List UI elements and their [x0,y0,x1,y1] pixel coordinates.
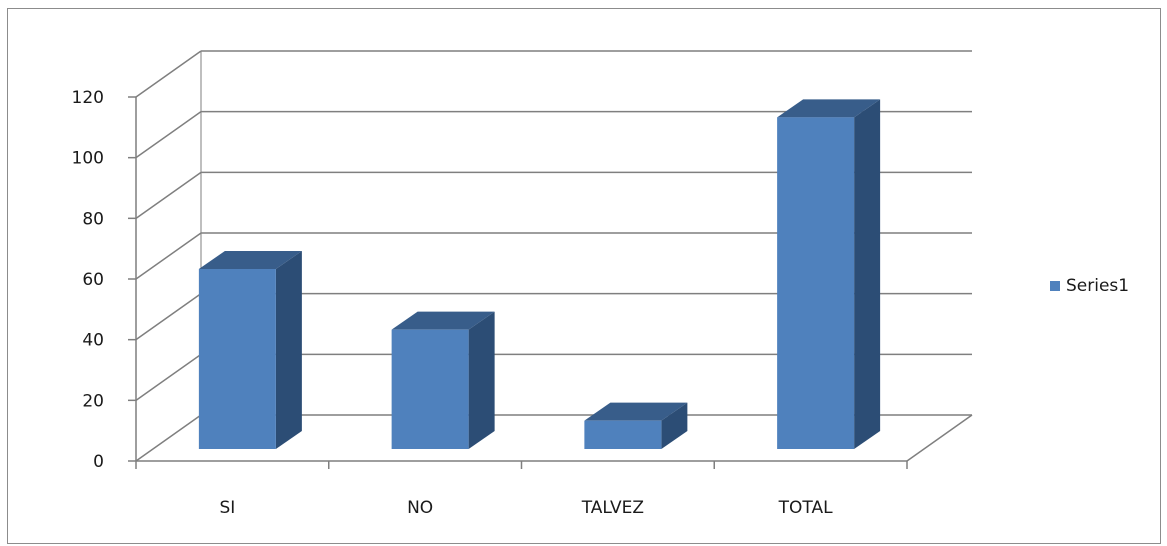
y-tick-label-0: 0 [93,452,104,472]
bar-TOTAL [777,117,855,449]
bar-top-SI [198,251,302,269]
side-gridline-40 [135,293,202,341]
x-tick-label-SI: SI [219,498,235,518]
x-tick-label-TOTAL: TOTAL [778,498,833,518]
bar-TALVEZ [584,420,662,449]
side-gridline-0 [135,414,202,462]
bar-SI [198,269,276,449]
side-gridline-80 [135,171,202,219]
legend-swatch [1050,281,1060,291]
bar-side-TOTAL [854,99,881,449]
y-tick-label-60: 60 [82,270,104,290]
side-gridline-20 [135,353,202,401]
bar-top-TOTAL [777,99,881,118]
y-tick-label-120: 120 [72,88,104,108]
y-tick-label-20: 20 [82,391,104,411]
bar-top-TALVEZ [584,402,688,421]
y-tick-label-100: 100 [72,149,104,169]
x-tick-label-NO: NO [407,498,433,518]
floor-right-edge [906,414,973,462]
side-gridline-120 [135,50,202,98]
legend: Series1 [1050,276,1129,296]
x-tick-label-TALVEZ: TALVEZ [581,498,644,518]
bar-side-TALVEZ [661,402,688,449]
y-tick-label-80: 80 [82,209,104,229]
bar-side-NO [468,311,495,449]
bar-top-NO [391,311,495,330]
side-gridline-60 [135,232,202,280]
bar-side-SI [275,251,302,449]
side-gridline-100 [135,111,202,159]
legend-label-series1: Series1 [1066,276,1130,296]
y-tick-label-40: 40 [82,331,104,351]
bar-NO [391,329,469,449]
